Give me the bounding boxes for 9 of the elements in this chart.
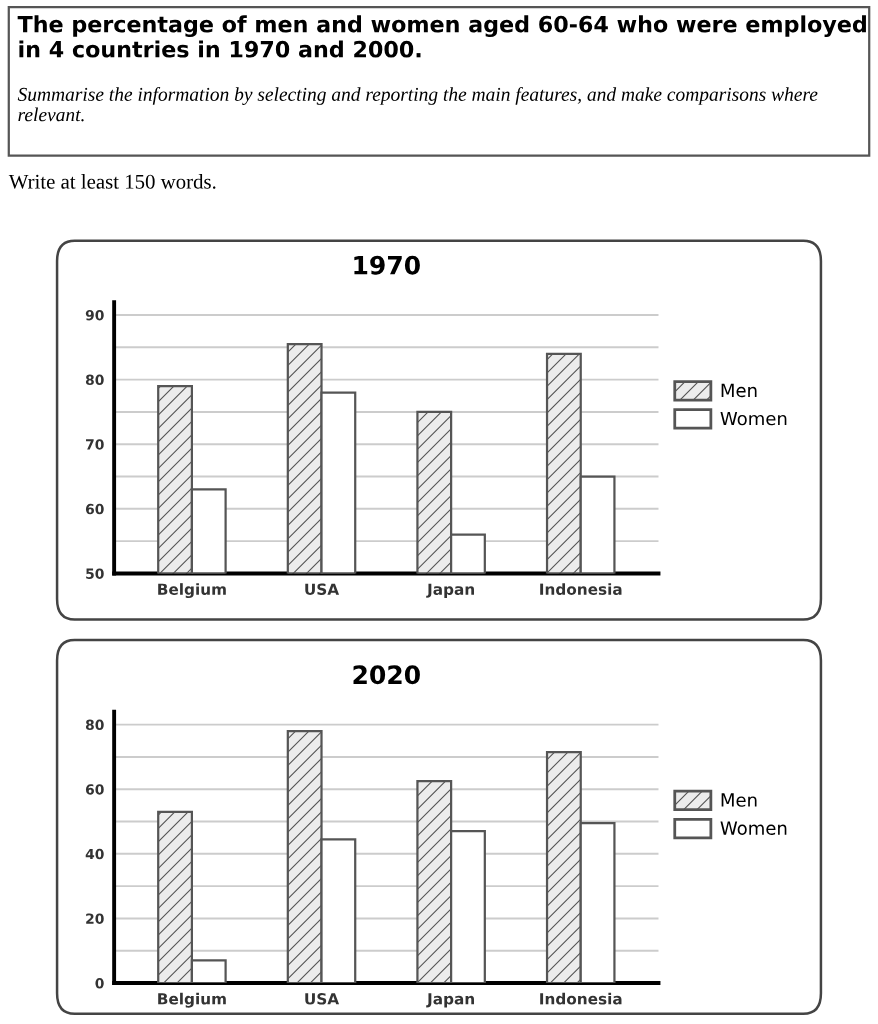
legend-label: Men [721, 793, 757, 807]
chart-title: 2020 [353, 665, 420, 685]
chart-title: 1970 [354, 255, 420, 275]
legend-label: Women [720, 821, 787, 835]
text: Write at least 150 words. [8, 174, 216, 189]
legend-label: Men [721, 383, 757, 398]
legend-label: Women [720, 411, 787, 426]
text: Summarise the information by selecting and reporting the main features, and make comparisons where relevant. [17, 87, 818, 122]
text: The percentage of men and women aged 60-64 who were employed in 4 countries in 1970 and 2000. [17, 15, 866, 58]
